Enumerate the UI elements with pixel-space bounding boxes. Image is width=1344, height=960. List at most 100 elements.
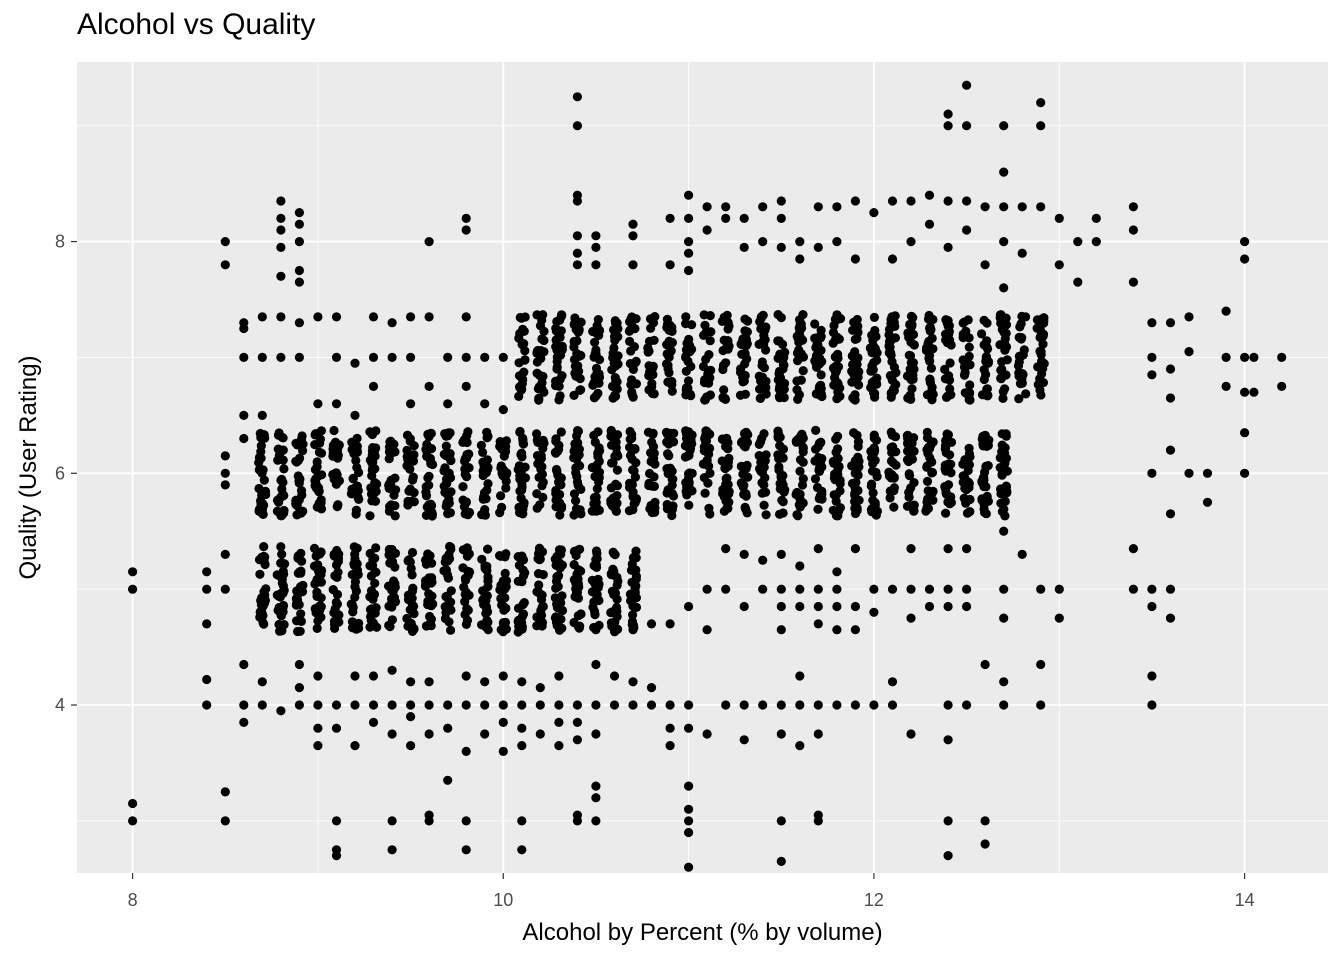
data-point	[943, 109, 953, 119]
data-point	[850, 544, 861, 554]
data-point	[904, 456, 914, 467]
data-point	[277, 578, 287, 588]
data-point	[477, 509, 487, 520]
data-point	[498, 700, 508, 710]
data-point	[571, 371, 581, 381]
data-point	[631, 314, 641, 324]
data-point	[316, 612, 326, 622]
x-tick-label: 8	[128, 890, 138, 910]
data-point	[461, 312, 471, 322]
data-point	[349, 559, 359, 569]
data-point	[461, 746, 471, 757]
data-point	[646, 323, 656, 333]
data-point	[424, 700, 434, 710]
data-point	[254, 452, 264, 463]
data-point	[517, 741, 527, 751]
data-point	[458, 482, 468, 492]
data-point	[461, 213, 471, 223]
data-point	[257, 312, 267, 322]
data-point	[590, 437, 600, 447]
data-point	[813, 242, 823, 252]
data-point	[867, 503, 877, 513]
data-point	[551, 612, 561, 622]
data-point	[589, 393, 600, 403]
data-point	[664, 325, 674, 335]
data-point	[943, 851, 953, 861]
data-point	[854, 456, 864, 466]
data-point	[776, 213, 786, 223]
data-point	[516, 493, 526, 503]
data-point	[904, 350, 914, 360]
data-point	[888, 458, 898, 468]
data-point	[575, 350, 585, 360]
data-point	[998, 393, 1008, 403]
data-point	[315, 601, 325, 611]
data-point	[625, 478, 635, 488]
data-point	[887, 677, 898, 687]
data-point	[871, 510, 881, 520]
data-point	[758, 237, 768, 247]
data-point	[755, 393, 765, 403]
data-point	[909, 506, 919, 516]
data-point	[964, 443, 974, 453]
data-point	[423, 600, 433, 610]
data-point	[684, 804, 694, 814]
data-point	[538, 443, 548, 453]
data-point	[1165, 318, 1176, 328]
data-point	[461, 225, 471, 235]
data-point	[572, 735, 583, 745]
data-point	[684, 190, 694, 200]
data-point	[699, 330, 709, 340]
data-point	[424, 471, 434, 481]
data-point	[1128, 277, 1138, 287]
data-point	[329, 549, 339, 560]
data-point	[926, 440, 936, 450]
data-point	[982, 336, 992, 346]
data-point	[625, 434, 635, 444]
data-point	[686, 361, 696, 372]
data-point	[496, 461, 506, 471]
data-point	[722, 310, 732, 320]
data-point	[684, 601, 694, 612]
data-point	[257, 352, 267, 362]
data-point	[759, 500, 769, 510]
data-point	[220, 787, 230, 797]
data-point	[1036, 98, 1046, 108]
data-point	[347, 444, 357, 455]
data-point	[313, 560, 323, 570]
data-point	[552, 490, 562, 500]
y-tick-label: 4	[55, 695, 65, 715]
data-point	[816, 325, 826, 335]
data-point	[331, 845, 342, 855]
data-point	[424, 589, 434, 599]
data-point	[630, 497, 640, 508]
data-point	[795, 237, 805, 247]
data-point	[908, 358, 918, 368]
data-point	[832, 567, 842, 577]
data-point	[663, 377, 673, 387]
data-point	[958, 333, 968, 343]
chart-title: Alcohol vs Quality	[77, 8, 316, 41]
data-point	[684, 862, 694, 872]
data-point	[998, 387, 1008, 397]
data-point	[906, 729, 916, 739]
data-point	[869, 443, 879, 453]
data-point	[1036, 390, 1046, 400]
data-point	[699, 446, 709, 456]
data-point	[1032, 323, 1042, 333]
data-point	[496, 551, 506, 561]
data-point	[795, 741, 805, 751]
data-point	[813, 619, 823, 629]
data-point	[927, 333, 937, 343]
data-point	[722, 342, 732, 353]
data-point	[667, 510, 677, 521]
data-point	[705, 311, 715, 321]
data-point	[631, 553, 641, 563]
data-point	[625, 336, 635, 346]
data-point	[776, 601, 786, 612]
data-point	[366, 615, 376, 626]
data-point	[1128, 544, 1138, 554]
data-point	[832, 394, 842, 404]
data-point	[999, 584, 1009, 594]
data-point	[293, 471, 303, 481]
